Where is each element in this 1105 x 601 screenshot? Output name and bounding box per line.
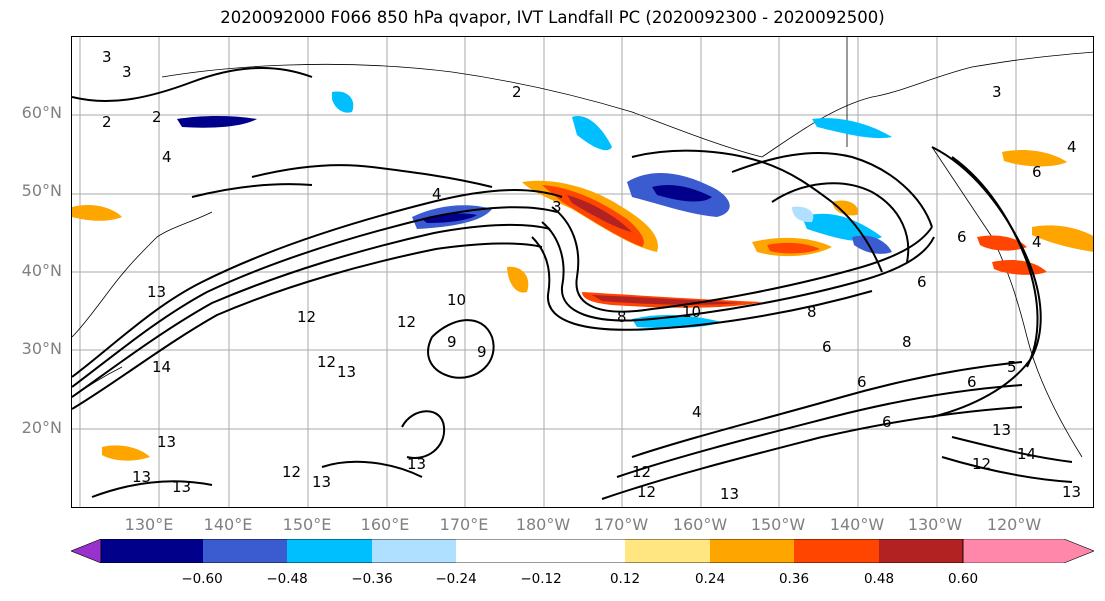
contour-label: 9: [477, 343, 487, 361]
contour-label: 12: [632, 463, 651, 481]
colorbar-segment: [287, 539, 372, 563]
contour-label: 12: [297, 308, 316, 326]
contour-label: 6: [882, 413, 892, 431]
contour-label: 12: [317, 353, 336, 371]
contour-label: 8: [902, 333, 912, 351]
lon-label-140w: 140°W: [829, 515, 885, 534]
contour-label: 8: [617, 308, 627, 326]
colorbar-segment: [456, 539, 541, 563]
contour-label: 12: [397, 313, 416, 331]
lon-label-150w: 150°W: [750, 515, 806, 534]
colorbar-segment: [541, 539, 625, 563]
lat-label-20n: 20°N: [21, 418, 62, 437]
contour-label: 3: [992, 83, 1002, 101]
colorbar-segment: [101, 539, 203, 563]
contour-label: 12: [282, 463, 301, 481]
lon-label-150e: 150°E: [282, 515, 332, 534]
contour-label: 3: [552, 198, 562, 216]
contour-label: 14: [152, 358, 171, 376]
contour-label: 13: [407, 455, 426, 473]
contour-label: 6: [967, 373, 977, 391]
contour-label: 13: [312, 473, 331, 491]
colorbar-tick: −0.60: [181, 571, 223, 587]
contour-label: 5: [1007, 358, 1017, 376]
contour-label: 6: [857, 373, 867, 391]
colorbar-tick: −0.36: [351, 571, 393, 587]
lon-label-180w: 180°W: [515, 515, 571, 534]
lon-label-170e: 170°E: [439, 515, 489, 534]
contour-label: 13: [1062, 483, 1081, 501]
ivt-contours: [72, 66, 1073, 500]
colorbar-tick: −0.48: [266, 571, 308, 587]
colorbar: [70, 538, 1095, 564]
contour-label: 3: [102, 48, 112, 66]
contour-labels: 3 3 2 2 3 2 4 3 4 6 4 4 6 6 5 13 12 12 1…: [102, 48, 1081, 503]
colorbar-segment: [625, 539, 710, 563]
contour-label: 4: [1067, 138, 1077, 156]
contour-label: 4: [162, 148, 172, 166]
contour-label: 4: [692, 403, 702, 421]
colorbar-svg: [70, 538, 1095, 564]
contour-label: 9: [447, 333, 457, 351]
lat-label-50n: 50°N: [21, 181, 62, 200]
contour-label: 2: [512, 83, 522, 101]
colorbar-tick: 0.12: [609, 571, 641, 587]
contour-label: 3: [122, 63, 132, 81]
contour-label: 6: [822, 338, 832, 356]
contour-label: 13: [720, 485, 739, 503]
map-plot: 3 3 2 2 3 2 4 3 4 6 4 4 6 6 5 13 12 12 1…: [71, 36, 1094, 508]
colorbar-extend-right: [962, 538, 1095, 564]
colorbar-tick: 0.36: [778, 571, 810, 587]
contour-label: 8: [807, 303, 817, 321]
colorbar-tick: 0.60: [947, 571, 979, 587]
contour-label: 2: [102, 113, 112, 131]
contour-label: 13: [337, 363, 356, 381]
negative-shading: [177, 91, 892, 329]
lon-label-140e: 140°E: [203, 515, 253, 534]
contour-label: 4: [1032, 233, 1042, 251]
contour-label: 14: [1017, 445, 1036, 463]
positive-shading: [72, 150, 1093, 461]
contour-label: 13: [172, 478, 191, 496]
colorbar-segment: [879, 539, 963, 563]
contour-label: 12: [972, 455, 991, 473]
lon-label-160e: 160°E: [360, 515, 410, 534]
contour-label: 6: [1032, 163, 1042, 181]
colorbar-segment: [203, 539, 287, 563]
lon-label-130w: 130°W: [907, 515, 963, 534]
contour-label: 13: [992, 421, 1011, 439]
contour-label: 10: [447, 291, 466, 309]
lon-label-130e: 130°E: [124, 515, 174, 534]
chart-title: 2020092000 F066 850 hPa qvapor, IVT Land…: [220, 8, 885, 27]
coastlines: [72, 37, 1093, 458]
colorbar-tick: 0.48: [863, 571, 895, 587]
lat-label-40n: 40°N: [21, 261, 62, 280]
contour-label: 13: [147, 283, 166, 301]
contour-label: 6: [917, 273, 927, 291]
colorbar-tick: −0.24: [435, 571, 477, 587]
contour-label: 10: [682, 303, 701, 321]
contour-label: 13: [157, 433, 176, 451]
lon-label-120w: 120°W: [986, 515, 1042, 534]
lon-label-170w: 170°W: [593, 515, 649, 534]
colorbar-segment: [372, 539, 456, 563]
contour-label: 4: [432, 185, 442, 203]
map-svg: 3 3 2 2 3 2 4 3 4 6 4 4 6 6 5 13 12 12 1…: [72, 37, 1093, 507]
contour-label: 6: [957, 228, 967, 246]
colorbar-extend-left: [70, 538, 102, 564]
contour-label: 13: [132, 468, 151, 486]
contour-label: 12: [637, 483, 656, 501]
colorbar-segment: [794, 539, 879, 563]
contour-label: 2: [152, 108, 162, 126]
lon-label-160w: 160°W: [672, 515, 728, 534]
gridlines: [72, 37, 1093, 507]
colorbar-tick: 0.24: [694, 571, 726, 587]
lat-label-30n: 30°N: [21, 339, 62, 358]
lat-label-60n: 60°N: [21, 103, 62, 122]
colorbar-tick: −0.12: [520, 571, 562, 587]
colorbar-segment: [710, 539, 794, 563]
